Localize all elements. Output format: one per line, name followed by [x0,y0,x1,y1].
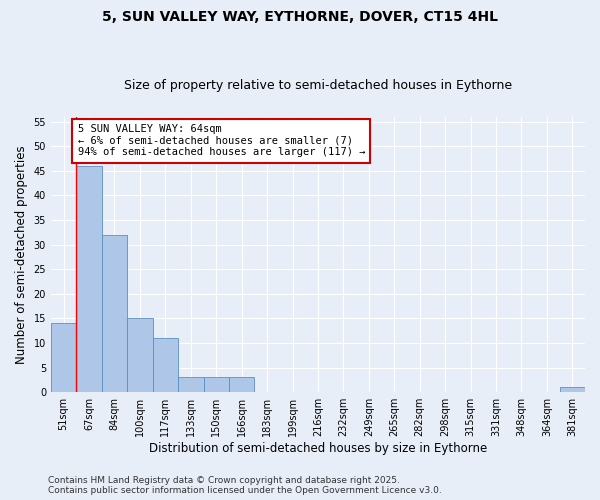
Bar [102,235,127,392]
Title: Size of property relative to semi-detached houses in Eythorne: Size of property relative to semi-detach… [124,79,512,92]
Text: 5 SUN VALLEY WAY: 64sqm
← 6% of semi-detached houses are smaller (7)
94% of semi: 5 SUN VALLEY WAY: 64sqm ← 6% of semi-det… [77,124,365,158]
Bar [76,166,102,392]
Bar [152,338,178,392]
Bar [127,318,152,392]
Y-axis label: Number of semi-detached properties: Number of semi-detached properties [15,145,28,364]
Bar [229,378,254,392]
Text: 5, SUN VALLEY WAY, EYTHORNE, DOVER, CT15 4HL: 5, SUN VALLEY WAY, EYTHORNE, DOVER, CT15… [102,10,498,24]
Text: Contains HM Land Registry data © Crown copyright and database right 2025.
Contai: Contains HM Land Registry data © Crown c… [48,476,442,495]
Bar [178,378,203,392]
Bar [51,324,76,392]
Bar [203,378,229,392]
X-axis label: Distribution of semi-detached houses by size in Eythorne: Distribution of semi-detached houses by … [149,442,487,455]
Bar [560,388,585,392]
